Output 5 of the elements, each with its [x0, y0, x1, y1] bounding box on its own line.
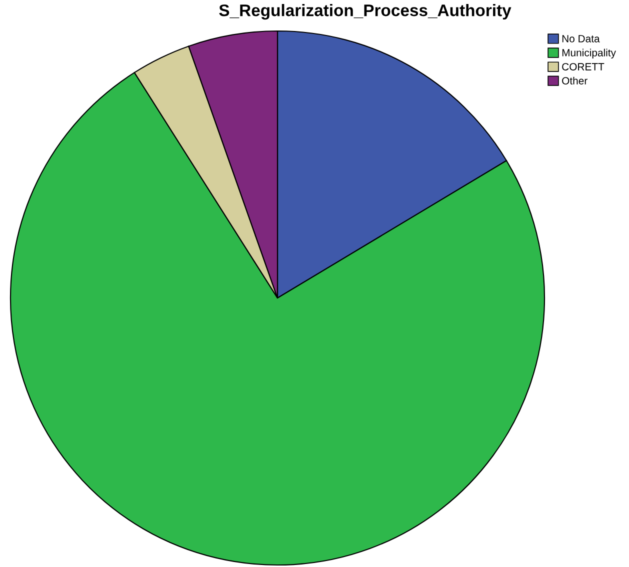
chart-title: S_Regularization_Process_Authority: [219, 4, 512, 20]
legend-label: Other: [562, 76, 588, 84]
legend-label: Municipality: [562, 48, 616, 58]
legend-label: CORETT: [562, 63, 604, 70]
legend-label: No Data: [562, 35, 600, 42]
